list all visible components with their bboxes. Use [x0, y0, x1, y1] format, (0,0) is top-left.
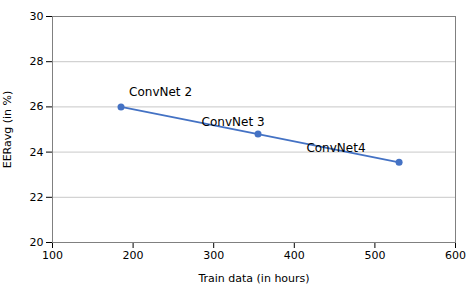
svg-text:ConvNet 2: ConvNet 2 [129, 85, 192, 99]
svg-text:28: 28 [30, 55, 44, 68]
svg-text:ConvNet 3: ConvNet 3 [202, 115, 265, 129]
svg-text:ConvNet4: ConvNet4 [306, 141, 365, 155]
svg-text:200: 200 [123, 249, 144, 262]
svg-text:Train data (in hours): Train data (in hours) [197, 272, 309, 284]
svg-text:400: 400 [284, 249, 305, 262]
svg-text:26: 26 [30, 100, 44, 113]
svg-text:22: 22 [30, 191, 44, 204]
svg-text:20: 20 [30, 236, 44, 249]
svg-text:100: 100 [42, 249, 63, 262]
svg-text:24: 24 [30, 146, 44, 159]
svg-text:500: 500 [364, 249, 385, 262]
svg-text:300: 300 [203, 249, 224, 262]
svg-text:600: 600 [445, 249, 466, 262]
svg-text:30: 30 [30, 10, 44, 23]
svg-text:EERavg (in %): EERavg (in %) [1, 91, 14, 169]
